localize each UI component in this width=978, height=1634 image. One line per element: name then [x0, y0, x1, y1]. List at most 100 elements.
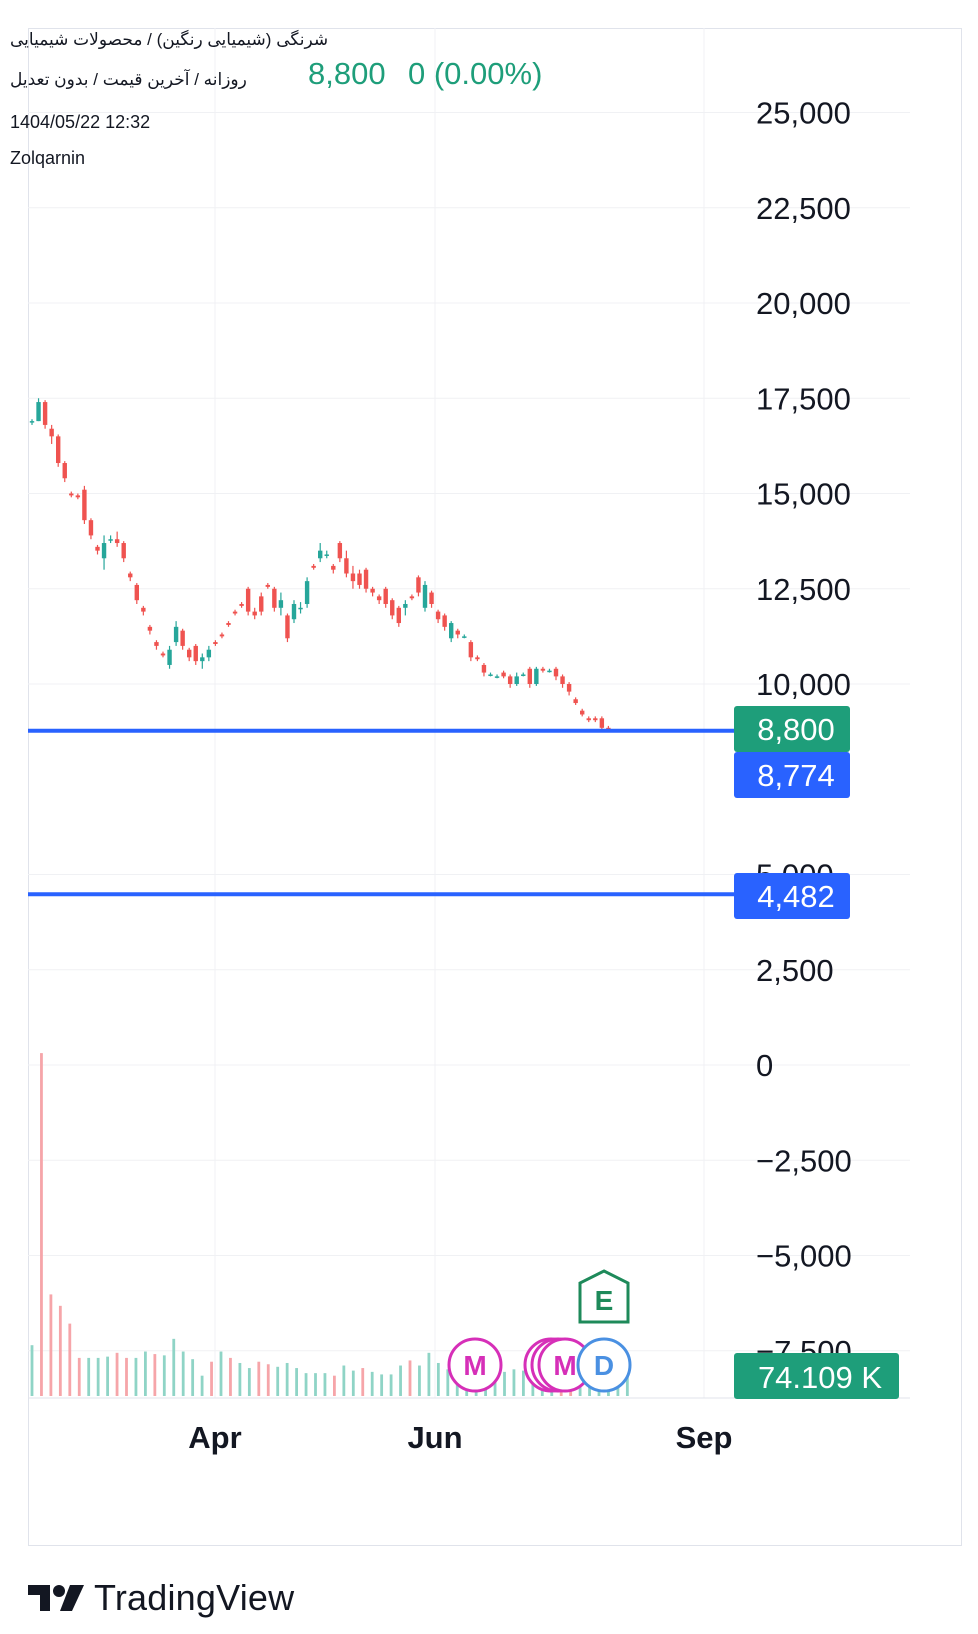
volume-bar-35	[361, 1368, 365, 1396]
candle-body-56	[396, 607, 401, 624]
candle-body-59	[416, 577, 421, 593]
candle-body-21	[167, 649, 172, 665]
candle-body-47	[337, 543, 343, 559]
candle-body-12	[108, 539, 113, 541]
volume-bar-19	[210, 1361, 213, 1396]
candle-body-19	[154, 642, 159, 646]
price-tag-bg-1	[734, 752, 850, 798]
candle-body-3	[49, 428, 54, 437]
candle-body-35	[259, 596, 264, 612]
chart-frame	[28, 28, 962, 1546]
volume-bar-6	[87, 1357, 91, 1396]
volume-bar-14	[162, 1355, 166, 1396]
volume-bar-41	[418, 1365, 421, 1396]
volume-bar-39	[399, 1365, 402, 1396]
candle-body-70	[488, 674, 493, 676]
candle-body-60	[422, 584, 428, 608]
volume-bar-11	[134, 1357, 138, 1396]
candle-body-7	[75, 495, 81, 498]
candle-body-39	[285, 615, 290, 639]
candle-body-50	[357, 573, 362, 585]
candle-body-41	[298, 607, 303, 610]
volume-bar-26	[276, 1366, 280, 1396]
volume-bar-33	[342, 1365, 346, 1396]
candle-body-1	[36, 402, 41, 422]
y-tick-label-6: 10,000	[756, 667, 851, 702]
volume-bar-2	[49, 1294, 53, 1396]
candle-body-16	[134, 584, 139, 601]
candle-body-75	[521, 674, 526, 676]
x-tick-label-2: Sep	[676, 1420, 733, 1455]
volume-bar-31	[323, 1373, 327, 1396]
tradingview-logo-icon[interactable]	[28, 1583, 84, 1613]
volume-tag-label: 74.109 K	[758, 1360, 882, 1395]
candle-body-6	[69, 493, 74, 496]
candle-body-11	[101, 543, 107, 559]
candle-body-22	[173, 626, 179, 643]
candle-body-38	[278, 600, 284, 608]
candle-body-30	[226, 623, 231, 625]
price-tag-bg-0	[734, 706, 850, 752]
candle-body-10	[95, 546, 100, 551]
volume-bar-42	[427, 1352, 431, 1396]
volume-bar-44	[446, 1369, 450, 1396]
candle-body-37	[272, 588, 277, 608]
candle-body-34	[252, 611, 257, 616]
price-tag-label-1: 8,774	[757, 758, 835, 793]
volume-bar-29	[304, 1373, 308, 1396]
price-tag-label-2: 4,482	[757, 879, 835, 914]
candle-body-57	[403, 603, 408, 608]
volume-bar-18	[200, 1375, 204, 1396]
horizontal-lines	[28, 728, 735, 897]
candle-body-51	[363, 569, 369, 589]
volume-bar-30	[314, 1373, 317, 1396]
volume-bar-23	[247, 1368, 251, 1396]
volume-bar-51	[512, 1369, 516, 1396]
candle-body-85	[586, 718, 591, 721]
candle-body-58	[409, 596, 415, 599]
y-tick-label-2: 20,000	[756, 286, 851, 321]
chart-settings: روزانه / آخرین قیمت / بدون تعدیل	[10, 70, 247, 89]
candle-body-4	[56, 436, 61, 464]
candle-body-71	[494, 676, 500, 678]
candle-body-76	[527, 668, 532, 684]
event-marker-label-0: M	[463, 1350, 486, 1381]
candle-body-82	[566, 684, 572, 692]
candle-body-55	[390, 600, 395, 616]
volume-bar-43	[436, 1362, 440, 1396]
candle-body-64	[449, 623, 454, 639]
tradingview-wordmark[interactable]: TradingView	[94, 1577, 295, 1618]
candle-body-15	[128, 573, 133, 578]
volume-bar-16	[181, 1351, 185, 1396]
price-axis: 25,000 22,500 20,000 17,500 15,000 12,500 10,0…	[756, 96, 852, 1369]
candle-body-68	[475, 657, 480, 660]
price-tag-label-0: 8,800	[757, 712, 835, 747]
event-marker-label-1: M	[553, 1350, 576, 1381]
candle-body-20	[160, 653, 166, 656]
volume-bar-34	[351, 1370, 355, 1396]
candle-body-77	[534, 668, 539, 684]
candle-body-17	[141, 607, 146, 612]
candle-body-27	[206, 649, 212, 658]
y-tick-label-0: 25,000	[756, 96, 851, 131]
volume-bar-28	[295, 1368, 298, 1396]
volume-bar-5	[77, 1357, 81, 1396]
event-marker-bg-2	[576, 1337, 632, 1393]
candle-body-13	[114, 539, 120, 544]
candle-body-43	[311, 565, 316, 568]
candle-body-24	[187, 649, 192, 658]
candle-body-40	[291, 603, 297, 620]
volume-bar-0	[30, 1345, 34, 1396]
volume-bar-20	[219, 1351, 223, 1396]
candle-body-67	[468, 642, 474, 658]
volume-bar-13	[153, 1354, 157, 1396]
candle-body-80	[553, 668, 559, 677]
candle-body-33	[245, 588, 251, 612]
volume-bar-15	[172, 1338, 176, 1396]
candle-body-66	[462, 636, 467, 638]
y-tick-label-9: 0	[756, 1048, 773, 1083]
footer: TradingView	[28, 1576, 294, 1620]
candle-body-26	[200, 657, 205, 662]
candle-body-28	[213, 642, 218, 644]
